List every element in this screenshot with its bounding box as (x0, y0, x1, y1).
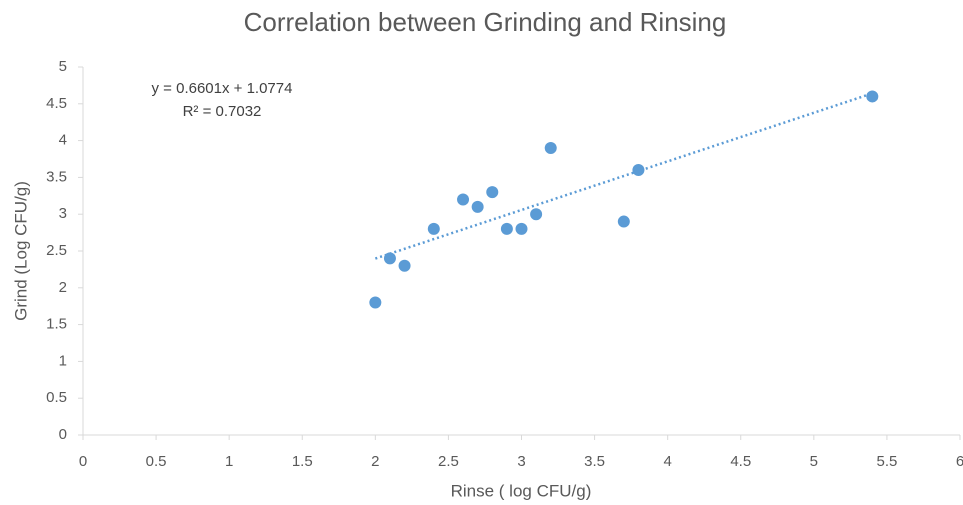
x-tick-label: 2.5 (438, 453, 459, 470)
x-tick-label: 1.5 (292, 453, 313, 470)
y-tick-label: 3 (59, 205, 67, 222)
y-tick-label: 2.5 (46, 242, 67, 259)
trendline-equation: y = 0.6601x + 1.0774 (152, 80, 293, 97)
x-tick-label: 2 (371, 453, 379, 470)
data-point (369, 296, 382, 309)
data-point (500, 222, 513, 235)
y-axis-title: Grind (Log CFU/g) (11, 181, 30, 321)
x-tick-label: 4 (663, 453, 671, 470)
x-tick-label: 3.5 (584, 453, 605, 470)
x-tick-label: 0.5 (146, 453, 167, 470)
data-point (486, 186, 499, 199)
data-point (383, 252, 396, 265)
data-point (632, 164, 645, 177)
chart-title: Correlation between Grinding and Rinsing (244, 7, 727, 37)
y-tick-label: 0 (59, 426, 67, 443)
data-point (544, 141, 557, 154)
y-tick-label: 2 (59, 279, 67, 296)
trendline (374, 92, 873, 260)
data-point (398, 259, 411, 272)
x-tick-label: 3 (517, 453, 525, 470)
data-point (471, 200, 484, 213)
x-tick-label: 0 (79, 453, 87, 470)
y-tick-label: 1.5 (46, 316, 67, 333)
y-tick-label: 5 (59, 58, 67, 75)
data-point (457, 193, 470, 206)
data-point (617, 215, 630, 228)
data-point (515, 222, 528, 235)
y-tick-label: 1 (59, 352, 67, 369)
x-tick-label: 1 (225, 453, 233, 470)
y-tick-label: 4 (59, 132, 67, 149)
trendline-r2: R² = 0.7032 (183, 103, 262, 120)
data-point (530, 208, 543, 221)
data-point (866, 90, 879, 103)
x-tick-label: 5.5 (876, 453, 897, 470)
data-point (427, 222, 440, 235)
x-tick-label: 5 (810, 453, 818, 470)
y-tick-label: 0.5 (46, 389, 67, 406)
x-tick-label: 4.5 (730, 453, 751, 470)
y-tick-label: 3.5 (46, 168, 67, 185)
y-tick-label: 4.5 (46, 95, 67, 112)
x-tick-label: 6 (956, 453, 963, 470)
x-axis-title: Rinse ( log CFU/g) (451, 481, 592, 500)
